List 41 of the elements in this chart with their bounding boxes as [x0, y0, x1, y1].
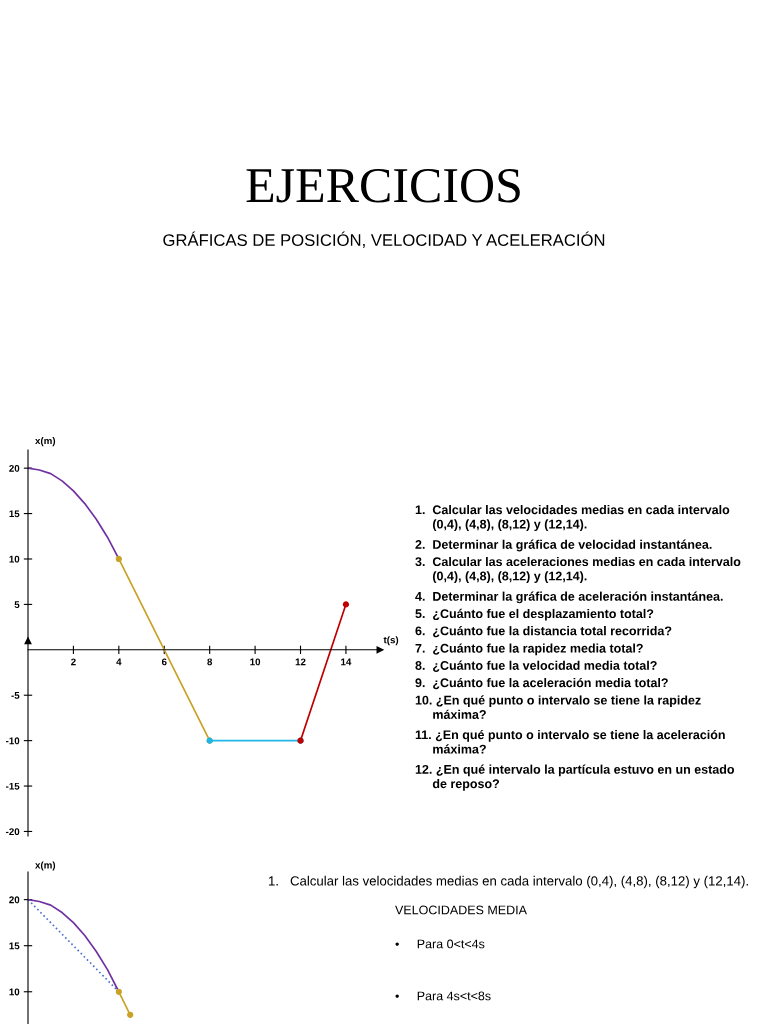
- y-axis-title: x(m): [35, 437, 56, 447]
- x-tick-label: 12: [295, 658, 306, 666]
- y-tick-label: 10: [9, 555, 20, 563]
- y-tick-label: -15: [6, 782, 20, 790]
- text: 1. Calcular las velocidades medias en cada intervalo (0,4), (4,8), (8,12) y (12,14).: [415, 505, 730, 532]
- y-tick-label: 15: [9, 510, 20, 518]
- y-tick-label: -20: [6, 828, 20, 836]
- y-tick-label: -10: [6, 737, 20, 745]
- chart-subtitle: GRÁFICAS DE POSICIÓN, VELOCIDAD Y ACELERACIÓN: [163, 231, 605, 248]
- text: • Para 4s<t<8s: [395, 991, 491, 1001]
- text: 10. ¿En qué punto o intervalo se tiene la rapidez máxima?: [415, 695, 701, 719]
- point: [115, 555, 122, 563]
- x-tick-label: 2: [71, 658, 76, 666]
- y-tick-label: 20: [9, 464, 20, 472]
- text: 3. Calcular las aceleraciones medias en cada intervalo (0,4), (4,8), (8,12) y (12,14).: [415, 556, 741, 583]
- x-tick-label: 14: [341, 658, 352, 666]
- point: [342, 601, 350, 608]
- y-axis-title: x(m): [35, 861, 56, 871]
- chart-title: EJERCICIOS: [246, 168, 520, 203]
- x-tick-label: 10: [250, 658, 261, 666]
- text: 2. Determinar la gráfica de velocidad instantánea.: [415, 539, 712, 552]
- text: 7. ¿Cuánto fue la rapidez media total?: [415, 643, 643, 656]
- text: 5. ¿Cuánto fue el desplazamiento total?: [415, 608, 654, 621]
- text: 12. ¿En qué intervalo la partícula estuvo en un estado de reposo?: [415, 764, 735, 791]
- text: 1. Calcular las velocidades medias en cada intervalo (0,4), (4,8), (8,12) y (12,14).: [269, 875, 748, 889]
- text: 6. ¿Cuánto fue la distancia total recorrida?: [415, 625, 672, 638]
- x-tick-label: 6: [161, 658, 167, 666]
- y-tick-label: -5: [11, 692, 20, 699]
- text: 4. Determinar la gráfica de aceleración instantánea.: [415, 591, 723, 604]
- y-tick-label: 10: [9, 988, 20, 996]
- x-tick-label: 8: [207, 658, 213, 666]
- text: • Para 0<t<4s: [395, 939, 485, 949]
- x-axis-title: t(s): [383, 636, 399, 646]
- y-tick-label: 15: [9, 942, 20, 950]
- text: 11. ¿En qué punto o intervalo se tiene la aceleración máxima?: [415, 729, 725, 754]
- text: VELOCIDADES MEDIA: [395, 905, 527, 915]
- y-tick-label: 20: [9, 896, 20, 904]
- y-tick-label: 5: [14, 601, 20, 609]
- text: 9. ¿Cuánto fue la aceleración media total?: [415, 677, 668, 690]
- text: 8. ¿Cuánto fue la velocidad media total?: [415, 660, 657, 672]
- x-tick-label: 4: [116, 658, 122, 666]
